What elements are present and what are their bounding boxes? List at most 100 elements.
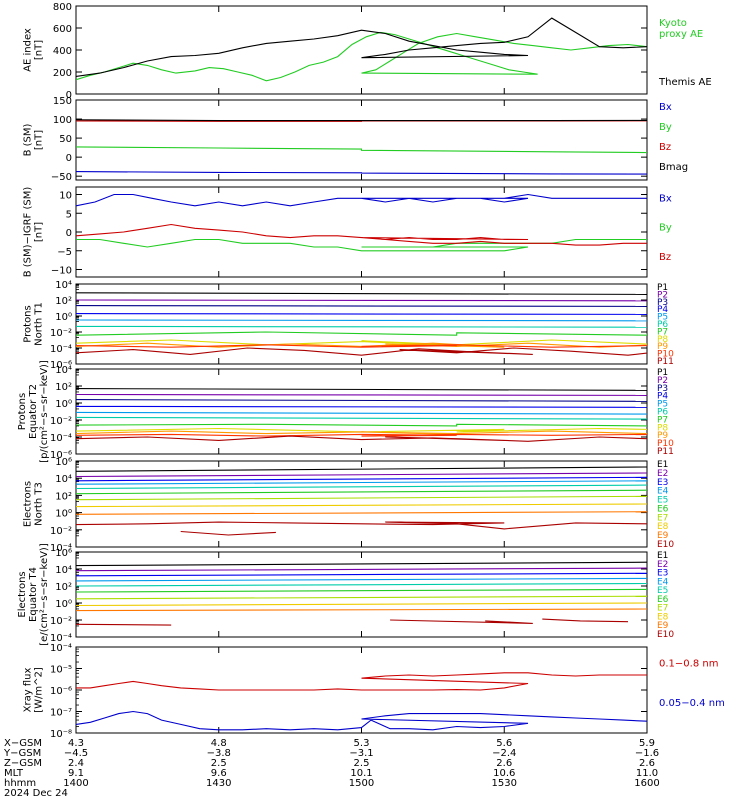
panel-ae: 0 200 400 600 800 AE index[nT] Kyoto proxy AE Th…: [23, 2, 712, 101]
series-line: [76, 171, 647, 175]
y-tick-label: 10⁻²: [50, 416, 72, 427]
legend-entry: E9: [657, 621, 669, 631]
y-tick-label: 10⁰: [55, 312, 72, 323]
legend-entry: E6: [657, 504, 669, 514]
x-axis-footer: X−GSM 4.3 4.8 5.3 5.6 5.9 Y−GSM −4.5 −3.8 −3.1 −2.…: [3, 738, 660, 799]
y-tick-label: 10⁻⁵: [50, 665, 72, 676]
series-line: [76, 430, 647, 435]
panel-ee: 10⁻⁴ 10⁻² 10⁰ 10² 10⁴ 10⁶ ElectronsEquator T4[…: [17, 543, 674, 646]
y-tick-label: 150: [53, 96, 72, 107]
y-tick-label: 10⁴: [55, 474, 72, 485]
x-row-value: 1400: [63, 778, 88, 789]
y-tick-label: 10⁻⁶: [50, 360, 72, 371]
x-row-label: MLT: [4, 768, 24, 779]
series-line: [76, 325, 647, 328]
legend-entry: Bz: [659, 252, 671, 263]
series-line: [76, 476, 647, 482]
legend-entry: P3: [657, 384, 668, 394]
legend-entry: P1: [657, 368, 668, 378]
legend-entry: E8: [657, 522, 669, 532]
x-row-value: 5.3: [354, 738, 370, 749]
y-tick-label: 10⁰: [55, 599, 72, 610]
y-tick-label: 10⁻²: [50, 616, 72, 627]
series-line: [76, 472, 647, 478]
series-line: [76, 339, 647, 347]
x-row-value: 1500: [349, 778, 374, 789]
series-line: [76, 480, 647, 485]
legend-entry: E9: [657, 531, 669, 541]
y-tick-label: 10²: [55, 491, 72, 502]
y-tick-label: 10⁴: [55, 365, 72, 376]
series-line: [76, 146, 647, 155]
x-row-value: −1.6: [635, 748, 659, 759]
series-line: [76, 399, 647, 402]
legend-entry: P10: [657, 350, 674, 360]
legend-entry: 0.05−0.4 nm: [659, 698, 725, 709]
legend-entry: P4: [657, 305, 668, 315]
y-tick-label: −50: [51, 172, 72, 183]
legend-entry: E7: [657, 513, 668, 523]
series-line: [76, 411, 647, 415]
y-tick-label: 0: [66, 228, 72, 239]
legend-entry: E1: [657, 460, 668, 470]
legend-entry: E2: [657, 560, 668, 570]
legend-entry: P6: [657, 408, 668, 418]
x-row-label: X−GSM: [4, 738, 42, 749]
series-line: [76, 193, 647, 214]
y-axis-label: ProtonsEquator T2[p/(cm²−s−sr−keV)]: [17, 360, 50, 463]
legend-entry: By: [659, 122, 672, 133]
legend-entry: E2: [657, 469, 668, 479]
y-tick-label: 10⁻⁶: [50, 450, 72, 461]
y-tick-label: 10⁻⁸: [50, 729, 72, 740]
y-tick-label: 10²: [55, 382, 72, 393]
legend-entry: By: [659, 223, 672, 234]
x-row-value: 11.0: [636, 768, 658, 779]
legend-entry: P7: [657, 415, 668, 425]
legend-entry: P11: [657, 447, 674, 457]
y-tick-label: 10⁻⁴: [50, 344, 72, 355]
series-line: [76, 223, 647, 248]
legend-entry: 0.1−0.8 nm: [659, 659, 718, 670]
y-tick-label: 800: [53, 2, 72, 13]
legend-entry: Bx: [659, 102, 672, 113]
series-line: [76, 489, 647, 495]
series-line: [76, 672, 647, 691]
y-tick-label: 10⁻⁴: [50, 543, 72, 554]
x-row-value: −4.5: [64, 748, 88, 759]
y-axis-label: ElectronsEquator T4[e/(cm²−s−sr−keV)]: [17, 543, 50, 646]
x-row-value: 1600: [634, 778, 659, 789]
series-line: [76, 405, 647, 408]
y-tick-label: 10⁻⁷: [50, 708, 72, 719]
series-line: [76, 435, 647, 442]
series-line: [76, 521, 647, 530]
legend-entry: P1: [657, 283, 668, 293]
x-row-value: 2.4: [68, 758, 84, 769]
x-row-value: 5.9: [639, 738, 655, 749]
series-line: [76, 427, 647, 433]
y-tick-label: −10: [51, 266, 72, 277]
series-line: [76, 331, 647, 336]
x-row-value: 2.5: [211, 758, 227, 769]
x-row-value: −3.1: [349, 748, 373, 759]
legend-entry: E5: [657, 496, 668, 506]
panel-bigrf: −10 −5 0 5 10 B (SM)−IGRF (SM)[nT] Bx By Bz: [23, 186, 672, 278]
x-row-value: −2.4: [492, 748, 516, 759]
legend-entry: P10: [657, 439, 674, 449]
panel-frame: [75, 5, 648, 95]
x-row-value: 2.6: [639, 758, 655, 769]
legend-entry: P8: [657, 335, 668, 345]
x-row-label: Z−GSM: [4, 758, 42, 769]
legend-entry: P6: [657, 320, 668, 330]
y-tick-label: 10⁻²: [50, 328, 72, 339]
y-tick-label: 0: [66, 153, 72, 164]
legend-entry: P3: [657, 298, 668, 308]
y-tick-label: 10⁰: [55, 399, 72, 410]
y-tick-label: −5: [57, 247, 72, 258]
series-line: [76, 319, 647, 322]
series-line: [76, 299, 647, 302]
panel-pn: 10⁻⁶ 10⁻⁴ 10⁻² 10⁰ 10² 10⁴ ProtonsNorth T1 P1P2…: [23, 280, 675, 371]
legend-entry: Bmag: [659, 162, 688, 173]
legend-entry: E4: [657, 577, 669, 587]
